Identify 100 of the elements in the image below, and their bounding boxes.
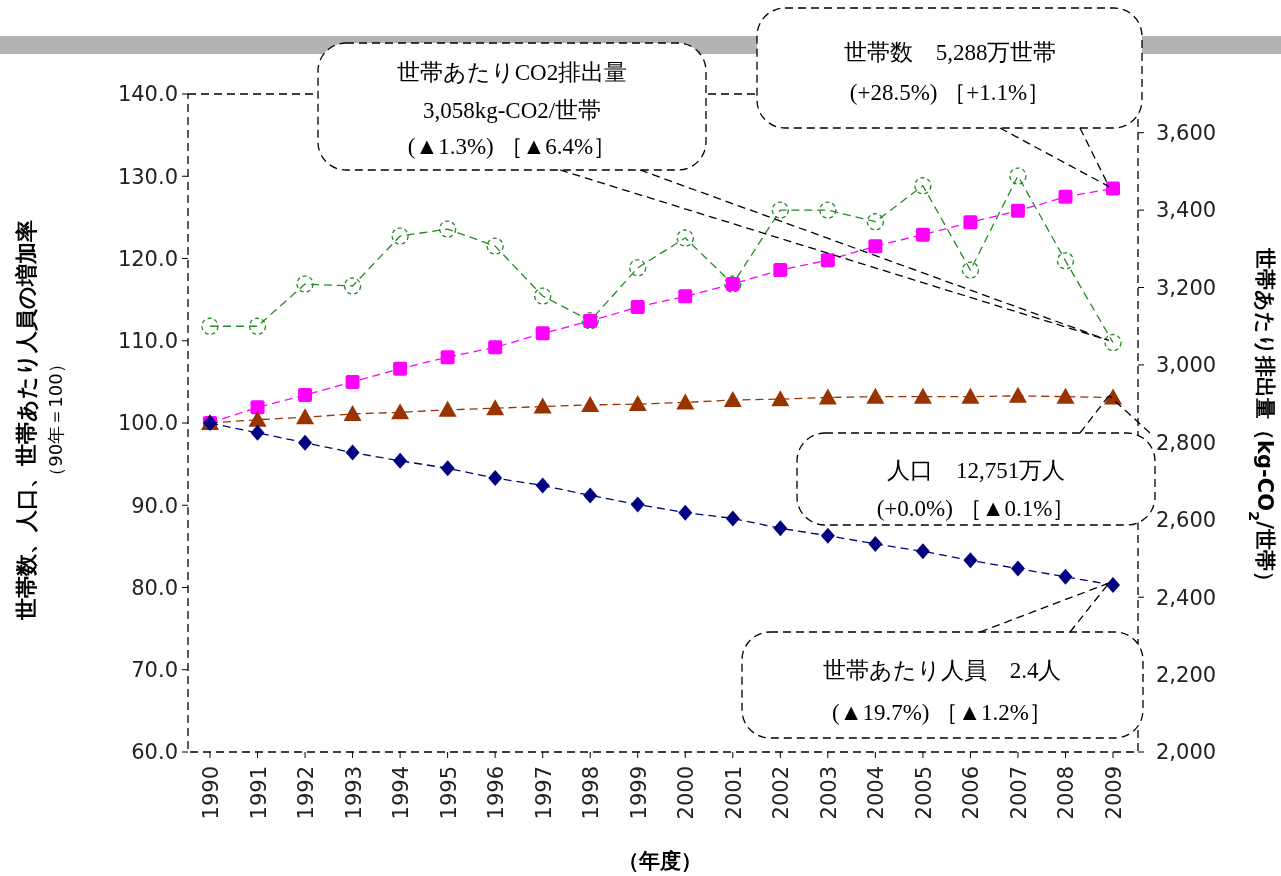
point <box>201 317 219 335</box>
x-tick-label: 2002 <box>769 766 794 820</box>
y-tick-label: 120.0 <box>117 246 178 271</box>
point <box>440 460 455 477</box>
y2-tick-label: 2,000 <box>1156 740 1217 765</box>
point <box>868 535 883 552</box>
point <box>393 452 408 469</box>
x-tick-label: 1997 <box>531 766 556 820</box>
point <box>534 287 552 305</box>
point <box>868 239 883 254</box>
point <box>533 397 552 414</box>
point <box>250 400 265 415</box>
point <box>915 227 930 242</box>
point <box>915 543 930 560</box>
point <box>250 424 265 441</box>
x-tick-label: 2009 <box>1102 766 1126 820</box>
x-tick-label: 1991 <box>246 766 271 820</box>
point <box>963 552 978 569</box>
point <box>866 387 885 404</box>
y2-tick-label: 2,200 <box>1156 662 1217 687</box>
point <box>581 395 600 412</box>
x-tick-label: 1992 <box>294 766 319 820</box>
point <box>819 201 837 219</box>
point <box>1010 203 1025 218</box>
y2-tick-label: 3,600 <box>1156 121 1217 146</box>
x-tick-label: 2001 <box>721 766 746 820</box>
x-tick-label: 1996 <box>484 766 509 820</box>
y-tick-label: 80.0 <box>131 575 178 600</box>
point <box>1008 386 1027 403</box>
point <box>248 317 267 335</box>
y-tick-label: 130.0 <box>117 164 178 189</box>
point <box>676 229 694 247</box>
point <box>583 487 598 504</box>
point <box>820 527 835 544</box>
point <box>1106 181 1120 196</box>
point <box>773 520 788 537</box>
point <box>488 340 503 355</box>
point <box>629 259 647 277</box>
x-tick-label: 2008 <box>1054 766 1079 820</box>
x-tick-label: 2000 <box>674 766 699 820</box>
y2-tick-label: 3,000 <box>1156 353 1217 378</box>
x-tick-label: 1995 <box>436 766 461 820</box>
y-tick-label: 70.0 <box>131 658 178 683</box>
point <box>1104 333 1122 352</box>
point <box>440 350 455 365</box>
y-tick-label: 90.0 <box>131 493 178 518</box>
x-axis-title: （年度） <box>618 849 702 873</box>
y2-tick-label: 3,200 <box>1156 275 1217 300</box>
x-tick-label: 2003 <box>816 766 841 820</box>
point <box>298 434 313 451</box>
point <box>343 404 362 421</box>
annotation: 世帯数 5,288万世帯 (+28.5%) ［+1.1%］ <box>843 40 1057 106</box>
point <box>438 220 457 238</box>
y-tick-label: 100.0 <box>117 411 178 436</box>
annotation: 世帯あたりCO2排出量 3,058kg-CO2/世帯 (▲1.3%) ［▲6.4%］ <box>396 60 628 160</box>
point <box>1104 388 1122 405</box>
point <box>393 361 408 376</box>
point <box>535 477 550 494</box>
y-tick-label: 140.0 <box>117 82 178 107</box>
point <box>1010 560 1025 577</box>
point <box>345 444 360 461</box>
point <box>630 496 645 513</box>
point <box>866 213 885 231</box>
y-tick-label: 110.0 <box>117 329 178 354</box>
y2-tick-label: 2,800 <box>1156 430 1217 455</box>
point <box>296 275 314 293</box>
y-tick-label: 60.0 <box>131 740 178 765</box>
point <box>391 227 409 245</box>
point <box>963 215 978 230</box>
point <box>773 263 788 278</box>
y-axis-title: 世帯数、人口、世帯あたり人員の増加率（90年＝100） <box>14 220 66 621</box>
point <box>820 253 835 268</box>
point <box>678 289 693 304</box>
point <box>630 300 645 315</box>
point <box>298 388 313 403</box>
y2-tick-label: 3,400 <box>1156 198 1217 223</box>
point <box>1056 387 1075 404</box>
point <box>771 390 790 407</box>
point <box>678 504 693 521</box>
x-tick-label: 1999 <box>626 766 651 820</box>
point <box>1058 568 1073 585</box>
point <box>345 374 360 389</box>
x-tick-label: 2006 <box>959 766 984 820</box>
point <box>391 403 410 420</box>
x-tick-label: 1990 <box>199 766 223 820</box>
point <box>1009 167 1027 185</box>
point <box>438 400 457 417</box>
point <box>296 408 315 425</box>
x-tick-label: 1998 <box>579 766 604 820</box>
annotation: 世帯あたり人員 2.4人 (▲19.7%) ［▲1.2%］ <box>822 658 1062 726</box>
point <box>771 201 789 219</box>
point <box>723 390 742 407</box>
point <box>628 395 647 412</box>
point <box>1106 577 1120 594</box>
point <box>1056 252 1075 270</box>
point <box>486 399 505 416</box>
point <box>961 387 980 404</box>
x-tick-label: 2005 <box>911 766 936 820</box>
point <box>248 410 267 427</box>
point <box>914 177 932 195</box>
